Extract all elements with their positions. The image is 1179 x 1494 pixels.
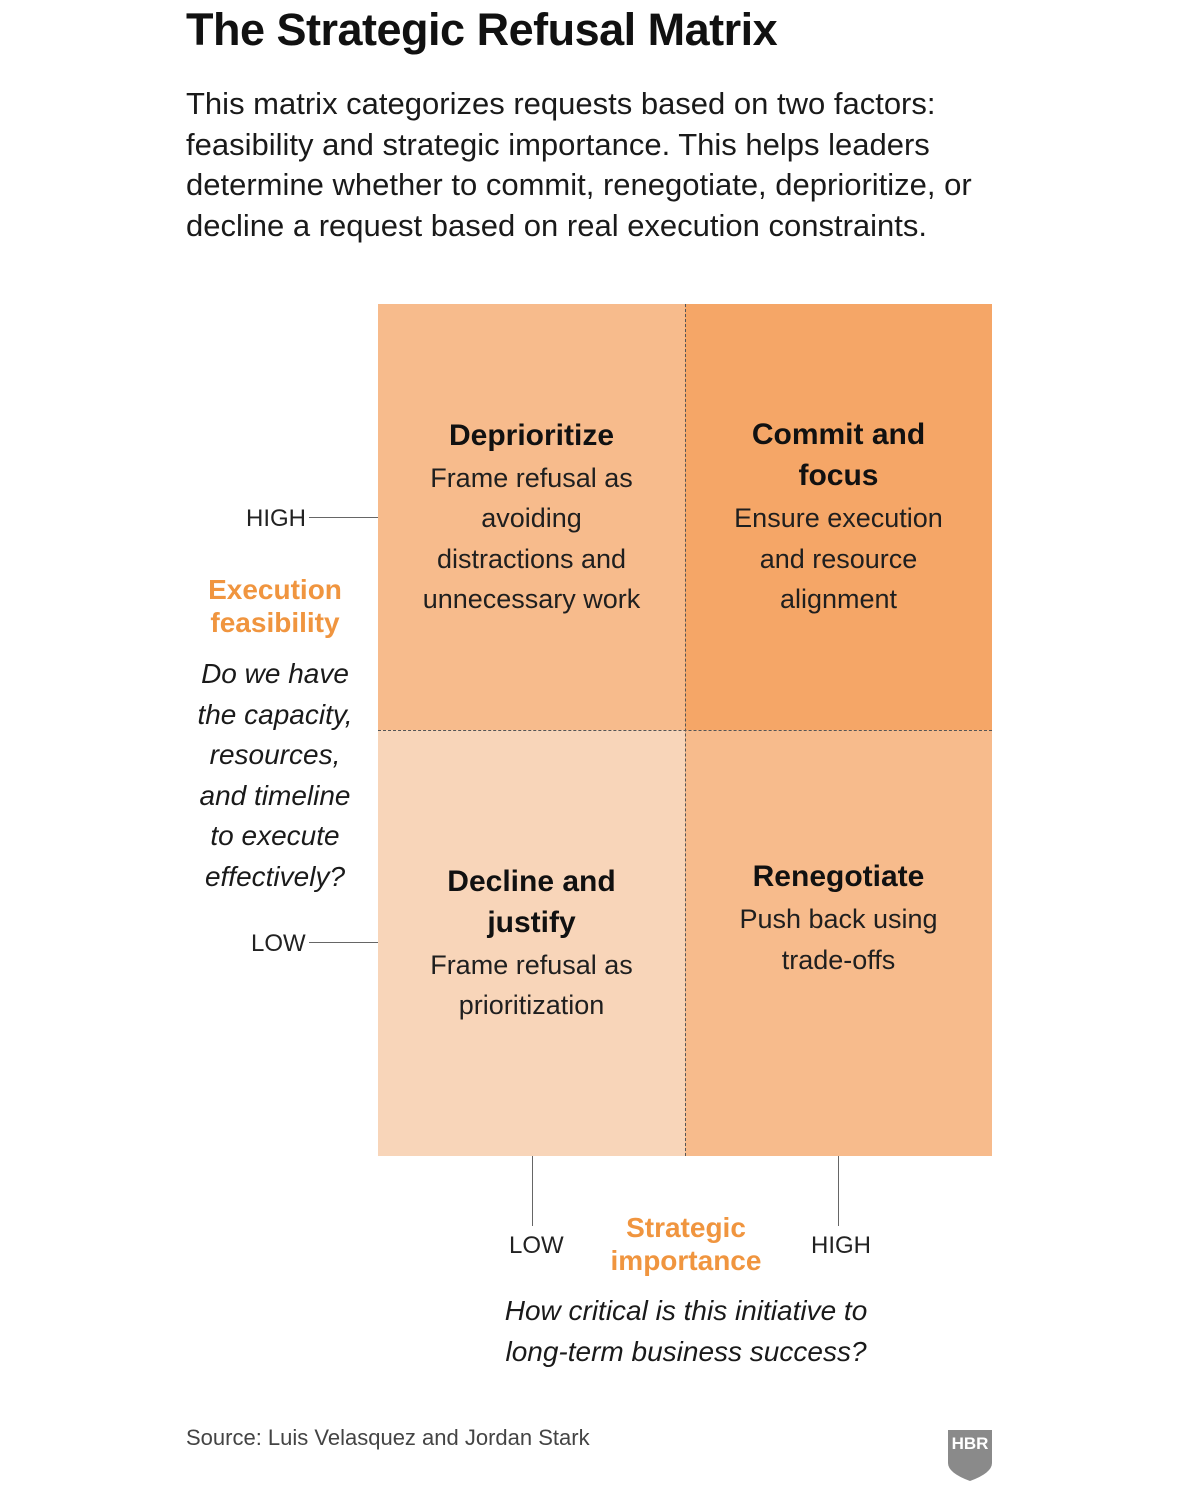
x-axis-low-tick bbox=[532, 1156, 533, 1226]
y-axis-low-label: LOW bbox=[251, 930, 306, 957]
quadrant-title: Commit and focus bbox=[751, 418, 926, 493]
page-title: The Strategic Refusal Matrix bbox=[186, 4, 778, 55]
quadrant-description: Push back using trade-offs bbox=[739, 904, 938, 975]
y-axis-question: Do we have the capacity, resources, and … bbox=[197, 658, 353, 892]
quadrant-description: Ensure execution and resource alignment bbox=[734, 503, 943, 615]
quadrant-decline-and-justify: Decline and justify Frame refusal as pri… bbox=[378, 730, 685, 1156]
y-axis-name: Execution feasibility bbox=[208, 574, 342, 638]
quadrant-commit-and-focus: Commit and focus Ensure execution and re… bbox=[685, 304, 992, 730]
horizontal-divider bbox=[378, 730, 992, 731]
quadrant-renegotiate: Renegotiate Push back using trade-offs bbox=[685, 730, 992, 1156]
x-axis-high-tick bbox=[838, 1156, 839, 1226]
y-axis-high-label: HIGH bbox=[246, 505, 306, 532]
intro-text: This matrix categorizes requests based o… bbox=[186, 86, 972, 243]
quadrant-title: Renegotiate bbox=[752, 860, 925, 893]
source-note: Source: Luis Velasquez and Jordan Stark bbox=[186, 1425, 590, 1450]
x-axis-high-label: HIGH bbox=[811, 1232, 871, 1259]
hbr-logo-icon: HBR bbox=[948, 1430, 992, 1481]
x-axis-low-label: LOW bbox=[509, 1232, 564, 1259]
quadrant-title: Decline and justify bbox=[447, 864, 616, 939]
x-axis-name: Strategic importance bbox=[610, 1212, 762, 1276]
x-axis-question: How critical is this initiative to long-… bbox=[504, 1295, 868, 1367]
logo-text: HBR bbox=[952, 1434, 989, 1453]
y-axis-high-tick bbox=[309, 517, 378, 518]
quadrant-description: Frame refusal as prioritization bbox=[430, 949, 633, 1021]
quadrant-description: Frame refusal as avoiding distractions a… bbox=[422, 462, 641, 615]
y-axis-low-tick bbox=[309, 942, 378, 943]
quadrant-deprioritize: Deprioritize Frame refusal as avoiding d… bbox=[378, 304, 685, 730]
quadrant-title: Deprioritize bbox=[448, 418, 615, 452]
